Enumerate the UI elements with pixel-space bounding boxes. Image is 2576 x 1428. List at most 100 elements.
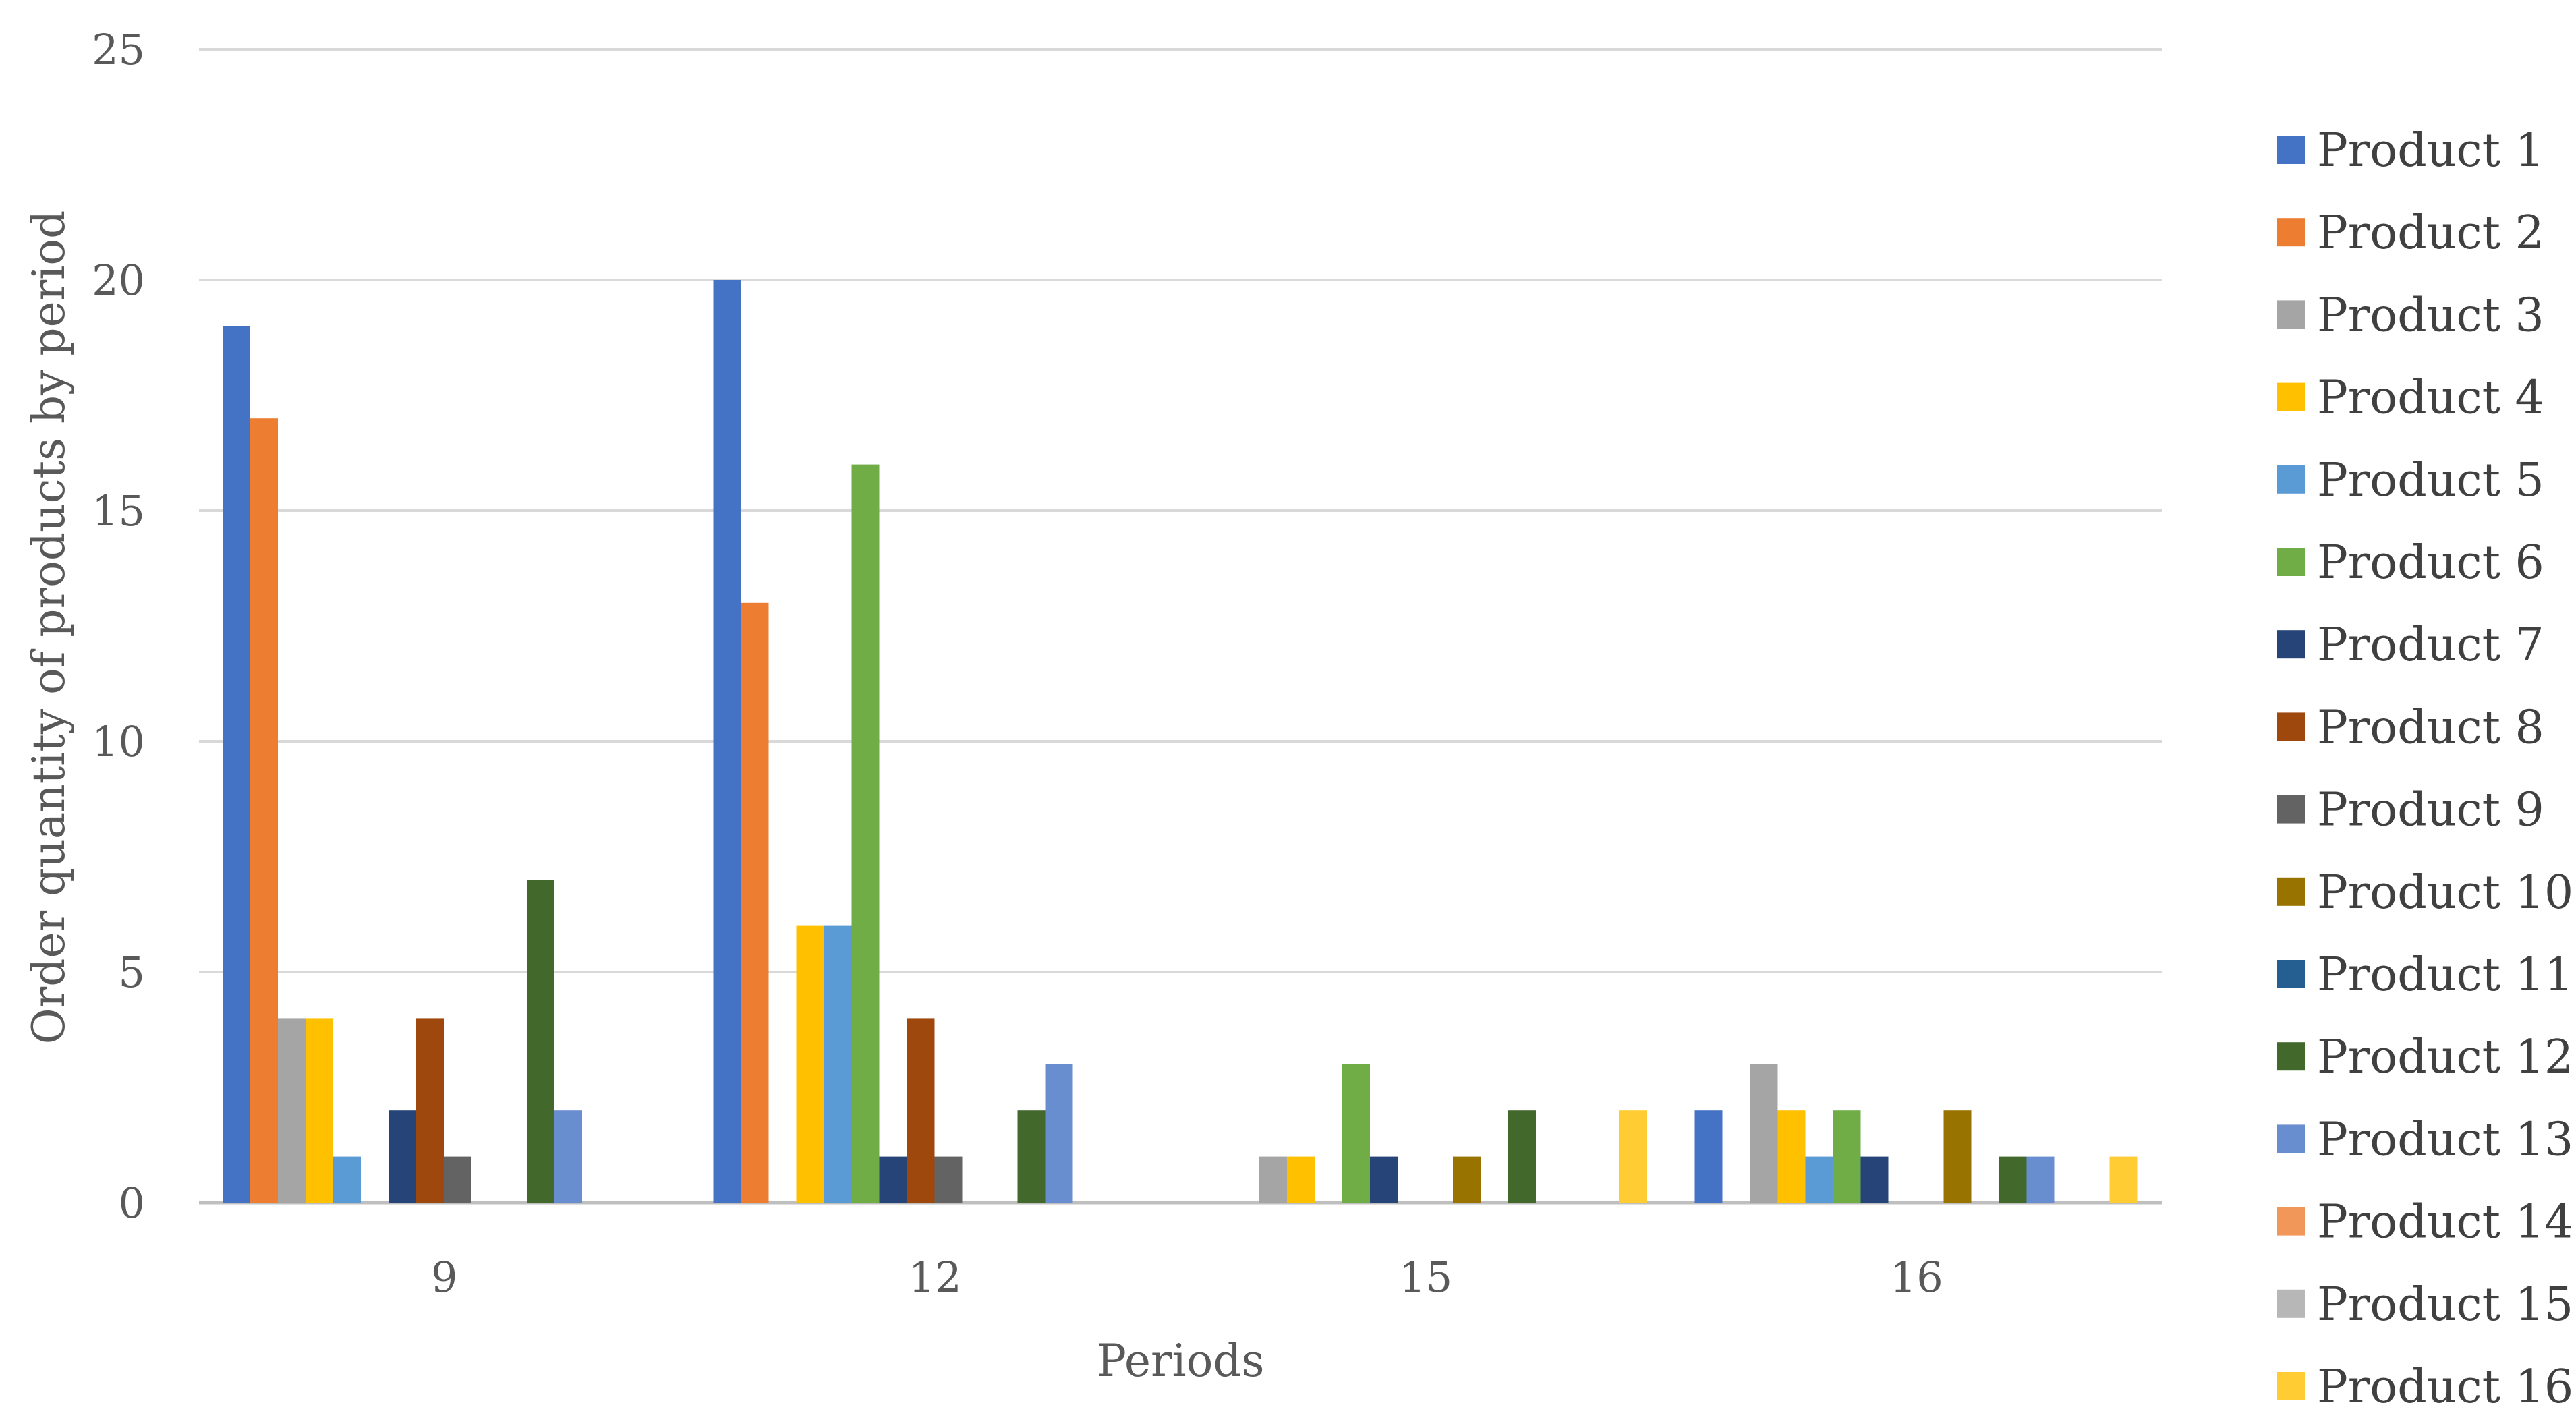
bar [2026, 1156, 2055, 1203]
y-tick-label: 25 [92, 25, 145, 74]
bar [741, 602, 769, 1203]
legend-item: Product 15 [2277, 1278, 2573, 1332]
legend-item: Product 14 [2277, 1196, 2573, 1249]
bar [444, 1156, 471, 1203]
bar [1453, 1156, 1481, 1203]
x-tick-label: 9 [431, 1253, 457, 1302]
bar [1860, 1156, 1889, 1203]
y-tick-label: 10 [92, 717, 145, 766]
legend-item: Product 1 [2277, 124, 2544, 177]
legend-label: Product 3 [2317, 289, 2544, 342]
legend-label: Product 14 [2317, 1196, 2573, 1249]
legend-swatch [2277, 465, 2305, 494]
bar [1694, 1110, 1723, 1203]
legend-item: Product 2 [2277, 206, 2544, 260]
legend-item: Product 4 [2277, 372, 2544, 425]
bar [1370, 1156, 1398, 1203]
bar [223, 326, 250, 1203]
bar [1619, 1110, 1647, 1203]
gridlines [199, 48, 2162, 1205]
bar [1342, 1064, 1370, 1203]
legend-label: Product 1 [2317, 124, 2544, 177]
legend-item: Product 8 [2277, 701, 2544, 754]
legend-label: Product 6 [2317, 536, 2544, 590]
legend-label: Product 4 [2317, 372, 2544, 425]
bar [389, 1110, 416, 1203]
legend-swatch [2277, 300, 2305, 329]
bar [250, 418, 278, 1203]
bar [278, 1018, 306, 1203]
bar [879, 1156, 907, 1203]
legend-label: Product 5 [2317, 454, 2544, 507]
bar [1943, 1110, 1972, 1203]
bar [934, 1156, 963, 1203]
bar [1999, 1156, 2027, 1203]
y-tick-label: 20 [92, 256, 145, 305]
x-axis-title: Periods [1096, 1335, 1264, 1387]
legend-label: Product 15 [2317, 1278, 2573, 1332]
bar [333, 1156, 361, 1203]
bar [1750, 1064, 1778, 1203]
bar [1045, 1064, 1073, 1203]
legend-swatch [2277, 1289, 2305, 1318]
x-tick-label: 12 [909, 1253, 962, 1302]
bar [1259, 1156, 1287, 1203]
bar [713, 280, 741, 1203]
legend-swatch [2277, 960, 2305, 988]
legend-swatch [2277, 1124, 2305, 1153]
legend-swatch [2277, 382, 2305, 411]
bar [1777, 1110, 1806, 1203]
legend-label: Product 11 [2317, 948, 2573, 1002]
bar [907, 1018, 935, 1203]
legend-label: Product 2 [2317, 206, 2544, 260]
legend-swatch [2277, 1372, 2305, 1400]
y-tick-label: 15 [92, 486, 145, 536]
legend-label: Product 10 [2317, 866, 2573, 919]
bar [1508, 1110, 1536, 1203]
bar [851, 464, 880, 1203]
x-tick-label: 15 [1399, 1253, 1452, 1302]
legend-label: Product 12 [2317, 1031, 2573, 1084]
bar [416, 1018, 444, 1203]
legend-swatch [2277, 712, 2305, 741]
bar [1017, 1110, 1046, 1203]
legend-swatch [2277, 136, 2305, 164]
x-tick-label: 16 [1890, 1253, 1943, 1302]
legend: Product 1 Product 2 Product 3 Product 4 Prod… [2277, 124, 2573, 1414]
legend-item: Product 11 [2277, 948, 2573, 1002]
bar [796, 925, 824, 1203]
legend-swatch [2277, 1042, 2305, 1071]
y-tick-label: 5 [119, 948, 145, 997]
bar [306, 1018, 333, 1203]
legend-swatch [2277, 1207, 2305, 1236]
legend-swatch [2277, 795, 2305, 824]
y-axis-title: Order quantity of products by period [23, 210, 75, 1045]
legend-item: Product 16 [2277, 1361, 2573, 1414]
bar [824, 925, 852, 1203]
axes: 0 5 10 15 20 25 9 12 15 16 [92, 25, 1943, 1302]
legend-item: Product 7 [2277, 619, 2544, 672]
legend-item: Product 12 [2277, 1031, 2573, 1084]
legend-swatch [2277, 548, 2305, 576]
legend-item: Product 10 [2277, 866, 2573, 919]
bar [1805, 1156, 1833, 1203]
bar [1287, 1156, 1315, 1203]
legend-item: Product 5 [2277, 454, 2544, 507]
legend-swatch [2277, 630, 2305, 659]
legend-label: Product 7 [2317, 619, 2544, 672]
legend-item: Product 9 [2277, 784, 2544, 837]
legend-item: Product 3 [2277, 289, 2544, 342]
legend-item: Product 13 [2277, 1113, 2573, 1166]
legend-label: Product 8 [2317, 701, 2544, 754]
bar [2109, 1156, 2138, 1203]
legend-item: Product 6 [2277, 536, 2544, 590]
legend-label: Product 16 [2317, 1361, 2573, 1414]
bar [1833, 1110, 1861, 1203]
legend-swatch [2277, 218, 2305, 247]
legend-label: Product 9 [2317, 784, 2544, 837]
y-tick-label: 0 [119, 1178, 145, 1228]
legend-label: Product 13 [2317, 1113, 2573, 1166]
bar [554, 1110, 582, 1203]
bars [223, 280, 2138, 1203]
